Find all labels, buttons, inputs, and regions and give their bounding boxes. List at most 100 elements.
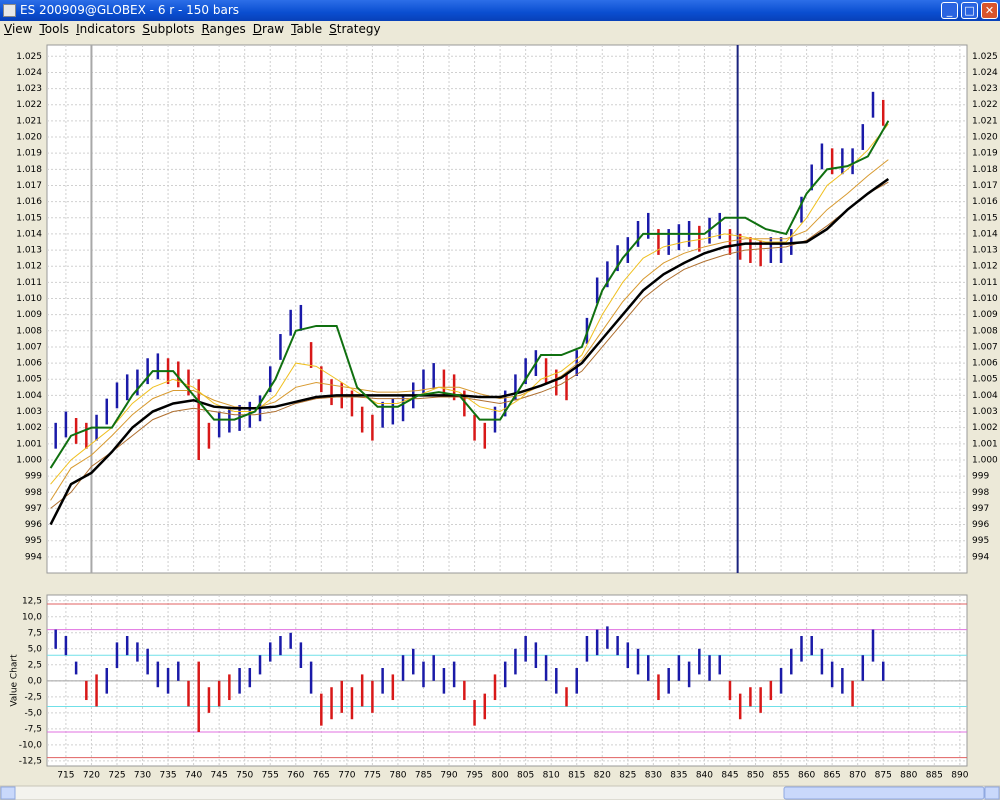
y-tick-label: 994 [25, 552, 42, 562]
x-tick-label: 775 [364, 771, 381, 781]
y-tick-label: 997 [25, 504, 42, 514]
y-tick-label-right: 1.009 [972, 310, 998, 320]
x-tick-label: 745 [211, 771, 228, 781]
menu-item[interactable]: Ranges [201, 22, 246, 36]
x-tick-label: 885 [926, 771, 943, 781]
y-tick-label: 1.005 [16, 375, 42, 385]
scroll-thumb[interactable] [783, 786, 985, 800]
y-tick-label: 1.008 [16, 326, 42, 336]
scroll-track[interactable] [0, 785, 1000, 800]
y-tick-label-right: 997 [972, 504, 989, 514]
y-tick-label: 5,0 [28, 644, 43, 654]
y-tick-label: 1.014 [16, 229, 42, 239]
price-panel [46, 44, 968, 574]
x-tick-label: 735 [159, 771, 176, 781]
window-title: ES 200909@GLOBEX - 6 r - 150 bars [20, 3, 240, 17]
y-tick-label-right: 994 [972, 552, 989, 562]
close-button[interactable]: ✕ [981, 2, 998, 19]
menu-item[interactable]: Draw [252, 22, 285, 36]
x-tick-label: 805 [517, 771, 534, 781]
minimize-button[interactable]: _ [941, 2, 958, 19]
y-tick-label-right: 1.000 [972, 455, 998, 465]
y-tick-label: -10,0 [19, 740, 43, 750]
y-tick-label: 1.009 [16, 310, 42, 320]
y-tick-label: 1.023 [16, 84, 42, 94]
y-tick-label-right: 1.015 [972, 213, 998, 223]
y-tick-label: -2,5 [24, 692, 42, 702]
x-tick-label: 880 [900, 771, 917, 781]
title-bar: ES 200909@GLOBEX - 6 r - 150 bars _ □ ✕ [0, 0, 1000, 21]
menu-item[interactable]: Table [291, 22, 323, 36]
y-tick-label: 1.017 [16, 181, 42, 191]
menu-item[interactable]: Indicators [76, 22, 136, 36]
y-tick-label: 2,5 [28, 660, 42, 670]
y-tick-label-right: 1.002 [972, 423, 998, 433]
x-tick-label: 865 [824, 771, 841, 781]
y-tick-label-right: 1.023 [972, 84, 998, 94]
y-tick-label: 996 [25, 520, 42, 530]
y-tick-label: 1.007 [16, 342, 42, 352]
scrollbar[interactable] [0, 785, 1000, 800]
y-tick-label: 1.025 [16, 52, 42, 62]
x-tick-label: 820 [594, 771, 611, 781]
y-tick-label: -12,5 [19, 756, 42, 766]
x-tick-label: 840 [696, 771, 713, 781]
x-tick-label: 870 [849, 771, 866, 781]
menu-item[interactable]: Tools [39, 22, 70, 36]
y-tick-label: 1.006 [16, 359, 42, 369]
menu-item[interactable]: Subplots [142, 22, 195, 36]
y-tick-label: 0,0 [28, 676, 43, 686]
y-tick-label-right: 1.024 [972, 68, 998, 78]
y-tick-label-right: 1.003 [972, 407, 998, 417]
maximize-button[interactable]: □ [961, 2, 978, 19]
y-tick-label: 999 [25, 472, 42, 482]
indicator-line [50, 123, 889, 485]
y-axis-label: Value Chart [10, 654, 20, 707]
x-tick-label: 855 [772, 771, 789, 781]
x-tick-label: 780 [389, 771, 406, 781]
y-tick-label-right: 1.005 [972, 375, 998, 385]
y-tick-label-right: 1.013 [972, 246, 998, 256]
y-tick-label: 1.003 [16, 407, 42, 417]
y-tick-label-right: 999 [972, 472, 989, 482]
y-tick-label: 1.019 [16, 149, 42, 159]
x-tick-label: 760 [287, 771, 304, 781]
x-tick-label: 725 [108, 771, 125, 781]
y-tick-label-right: 1.012 [972, 262, 998, 272]
y-tick-label: 1.012 [16, 262, 42, 272]
y-tick-label-right: 1.018 [972, 165, 998, 175]
y-tick-label: -5,0 [24, 708, 42, 718]
x-tick-label: 825 [619, 771, 636, 781]
y-tick-label: 1.013 [16, 246, 42, 256]
x-tick-label: 800 [492, 771, 509, 781]
y-tick-label-right: 1.006 [972, 359, 998, 369]
menu-item[interactable]: Strategy [329, 22, 381, 36]
indicator-line [49, 177, 890, 526]
y-tick-label-right: 996 [972, 520, 989, 530]
x-tick-label: 765 [313, 771, 330, 781]
y-tick-label-right: 1.007 [972, 342, 998, 352]
y-tick-label: 10,0 [22, 612, 42, 622]
y-tick-label-right: 1.001 [972, 439, 998, 449]
y-tick-label: 1.016 [16, 197, 42, 207]
y-tick-label: 1.001 [16, 439, 42, 449]
y-tick-label-right: 1.017 [972, 181, 998, 191]
scroll-left[interactable] [0, 786, 16, 800]
x-tick-label: 740 [185, 771, 202, 781]
scroll-right[interactable] [984, 786, 1000, 800]
x-tick-label: 770 [338, 771, 355, 781]
y-tick-label-right: 995 [972, 536, 989, 546]
y-tick-label-right: 1.019 [972, 149, 998, 159]
y-tick-label: 1.020 [16, 133, 42, 143]
x-tick-label: 875 [875, 771, 892, 781]
menu-item[interactable]: View [4, 22, 33, 36]
indicator-line [49, 120, 890, 469]
y-tick-label: 1.022 [16, 100, 42, 110]
x-tick-label: 830 [645, 771, 662, 781]
y-tick-label: 1.024 [16, 68, 42, 78]
y-tick-label-right: 1.014 [972, 229, 998, 239]
y-tick-label: 1.021 [16, 116, 42, 126]
y-tick-label: 1.011 [16, 278, 42, 288]
